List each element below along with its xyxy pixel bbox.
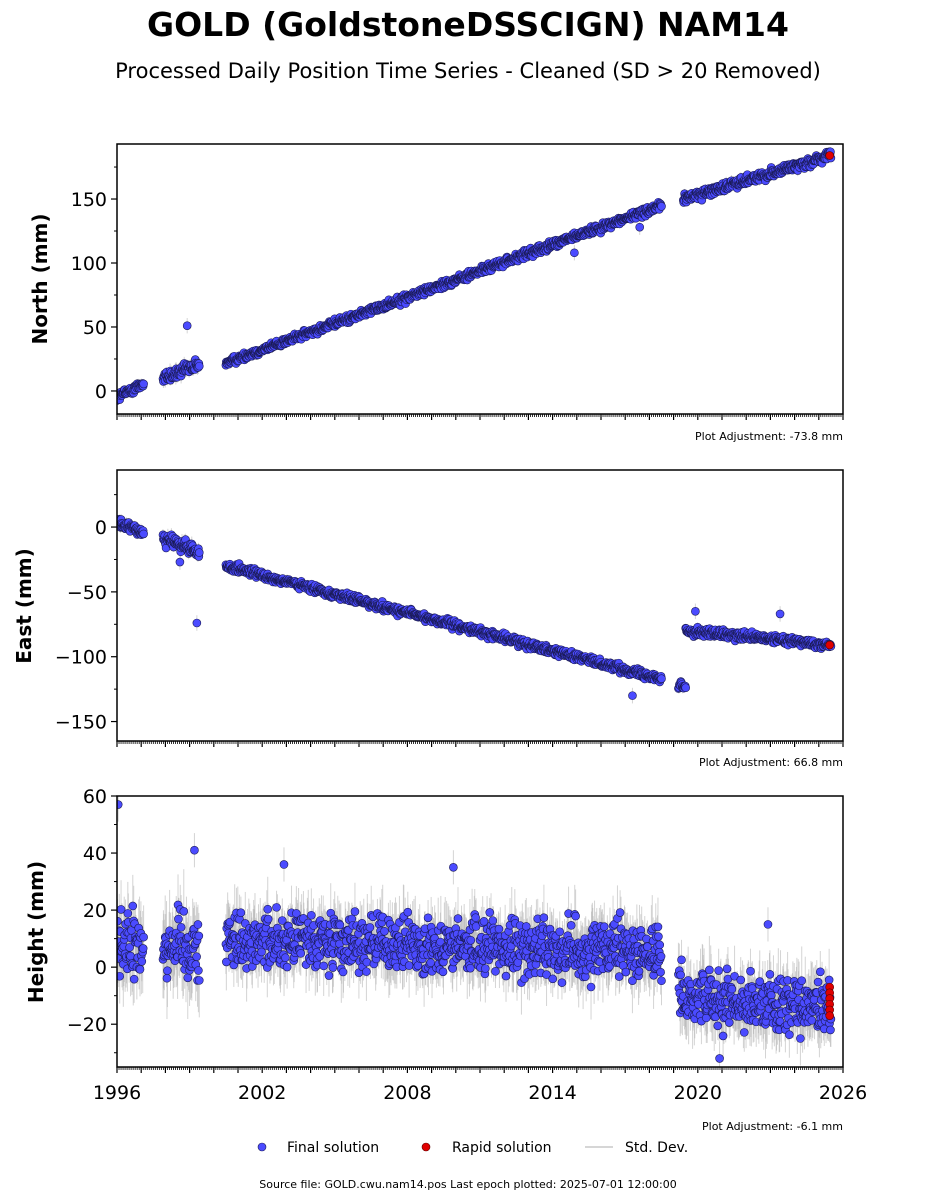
north-ylabel: North (mm) — [28, 213, 52, 344]
east-final-points — [117, 515, 836, 700]
east-panel: 0−50−100−150 East (mm) Plot Adjustment: … — [12, 469, 844, 769]
final-point — [194, 548, 204, 557]
final-point — [182, 321, 192, 331]
y-tick-label: 50 — [83, 317, 107, 339]
north-rapid-points — [825, 151, 834, 160]
y-tick-label: 100 — [71, 253, 107, 275]
north-axis: 0 50 100 150 — [71, 166, 844, 420]
y-tick-label: 0 — [95, 381, 107, 403]
y-tick-label: 150 — [71, 189, 107, 211]
north-panel: 0 50 100 150 North (mm) Plot Adjustment: -7… — [28, 143, 844, 443]
north-final-points — [117, 147, 836, 405]
north-plot-adjustment: Plot Adjustment: -73.8 mm — [695, 430, 843, 443]
final-point — [657, 202, 666, 211]
final-point — [139, 529, 148, 539]
final-point — [635, 222, 645, 232]
final-point — [570, 248, 579, 258]
north-series — [117, 146, 836, 406]
final-point — [139, 379, 148, 389]
final-point — [194, 361, 204, 371]
rapid-point — [825, 151, 834, 160]
chart-subtitle: Processed Daily Position Time Series - C… — [115, 59, 821, 83]
east-std-dev-bars — [117, 513, 832, 704]
chart-title: GOLD (GoldstoneDSSCIGN) NAM14 — [147, 5, 789, 44]
east-series — [117, 513, 836, 704]
